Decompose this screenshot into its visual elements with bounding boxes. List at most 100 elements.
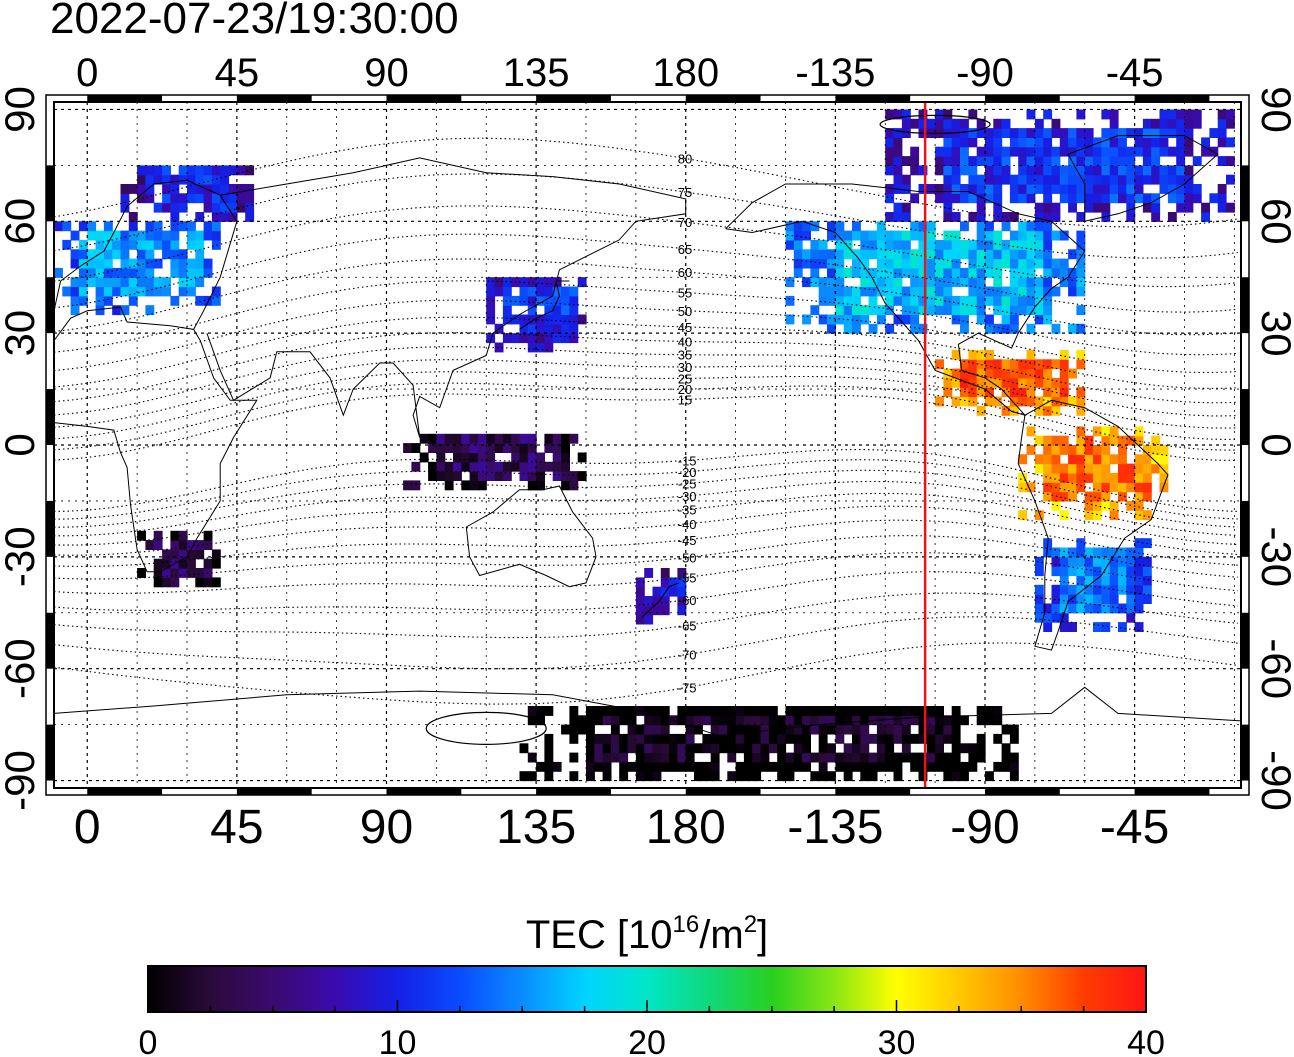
tec-cell — [1101, 174, 1111, 185]
tec-cell — [178, 558, 188, 569]
tec-cell — [935, 715, 944, 726]
tec-cell — [1142, 584, 1152, 595]
tec-cell — [1093, 575, 1102, 586]
tec-cell — [511, 443, 521, 453]
tec-cell — [1051, 174, 1061, 185]
dip-contour-label: -30 — [678, 489, 697, 504]
tec-cell — [1026, 128, 1036, 138]
tec-cell — [935, 277, 944, 288]
tec-cell — [860, 771, 870, 782]
tec-cell — [976, 174, 986, 185]
tec-cell — [918, 305, 928, 316]
colorbar-label: TEC [1016/m2] — [526, 911, 768, 957]
tec-cell — [1018, 193, 1028, 204]
tec-cell — [220, 184, 230, 194]
tec-cell — [1051, 230, 1061, 241]
dip-contour-line — [54, 492, 1238, 546]
tec-cell — [1068, 174, 1077, 185]
tec-cell — [1018, 305, 1028, 316]
tec-cell — [1126, 193, 1136, 204]
tec-cell — [1034, 165, 1044, 176]
tec-cell — [810, 706, 820, 716]
tec-cell — [1051, 584, 1061, 595]
tec-region — [519, 706, 1019, 782]
tec-cell — [1034, 221, 1044, 232]
tec-cell — [760, 743, 770, 754]
tec-cell — [1093, 566, 1102, 577]
tec-cell — [1217, 137, 1227, 148]
tec-cell — [710, 771, 720, 782]
tec-cell — [1009, 377, 1019, 388]
tec-cell — [544, 342, 554, 353]
tec-cell — [1159, 174, 1169, 185]
tec-cell — [1043, 377, 1053, 388]
left-scale-bar — [46, 389, 54, 445]
tec-cell — [1093, 165, 1102, 176]
tec-cell — [1026, 146, 1036, 157]
tec-cell — [935, 258, 944, 269]
tec-cell — [876, 724, 886, 735]
tec-cell — [876, 258, 886, 269]
tec-cell — [752, 724, 762, 735]
tec-cell — [195, 258, 205, 269]
tec-cell — [1076, 146, 1086, 157]
tec-cell — [810, 752, 820, 763]
tec-cell — [677, 733, 687, 744]
tec-cell — [852, 724, 861, 735]
tec-cell — [1076, 305, 1086, 316]
tec-cell — [1009, 230, 1019, 241]
dip-contour-line — [54, 480, 1238, 537]
tec-cell — [494, 461, 504, 472]
tec-cell — [103, 277, 113, 288]
tec-cell — [469, 452, 479, 463]
tec-cell — [1068, 594, 1077, 604]
tec-cell — [544, 286, 554, 297]
tec-cell — [960, 761, 969, 772]
tec-cell — [203, 540, 213, 550]
tec-cell — [1051, 612, 1061, 623]
tec-cell — [1126, 547, 1136, 558]
tec-cell — [827, 323, 836, 334]
tec-cell — [1101, 109, 1111, 120]
tec-cell — [137, 258, 146, 269]
tec-cell — [494, 471, 504, 481]
tec-cell — [669, 752, 678, 763]
tec-cell — [1059, 277, 1069, 288]
tec-cell — [1084, 473, 1094, 483]
tec-cell — [1084, 128, 1094, 138]
tec-cell — [1101, 482, 1111, 493]
tec-cell — [818, 706, 828, 716]
tec-cell — [1059, 128, 1069, 138]
tec-cell — [1026, 156, 1036, 166]
tec-cell — [87, 249, 97, 260]
tec-cell — [627, 715, 637, 726]
tec-cell — [527, 443, 537, 453]
lon-tick-label-bottom: -90 — [950, 801, 1019, 854]
tec-cell — [702, 733, 712, 744]
tec-cell — [436, 443, 446, 453]
dip-contour-label: -75 — [678, 681, 697, 696]
tec-cell — [1176, 109, 1186, 120]
tec-cell — [1126, 566, 1136, 577]
top-scale-bar — [87, 95, 163, 102]
tec-cell — [943, 752, 953, 763]
tec-cell — [943, 277, 953, 288]
tec-cell — [644, 706, 654, 716]
tec-cell — [494, 277, 504, 288]
tec-cell — [993, 128, 1003, 138]
grid-layer — [54, 102, 1241, 788]
tec-cell — [1001, 314, 1011, 325]
tec-cell — [170, 530, 180, 541]
tec-cell — [968, 212, 978, 222]
tec-cell — [1009, 184, 1019, 194]
tec-cell — [1051, 556, 1061, 567]
lon-tick-label-top: -90 — [956, 51, 1014, 95]
dip-contour-line — [54, 280, 1238, 356]
tec-cell — [1084, 566, 1094, 577]
tec-cell — [644, 605, 654, 616]
tec-cell — [1018, 221, 1028, 232]
tec-cell — [1076, 584, 1086, 595]
top-scale-bar — [984, 95, 1060, 102]
tec-cell — [145, 305, 155, 316]
tec-cell — [1051, 473, 1061, 483]
